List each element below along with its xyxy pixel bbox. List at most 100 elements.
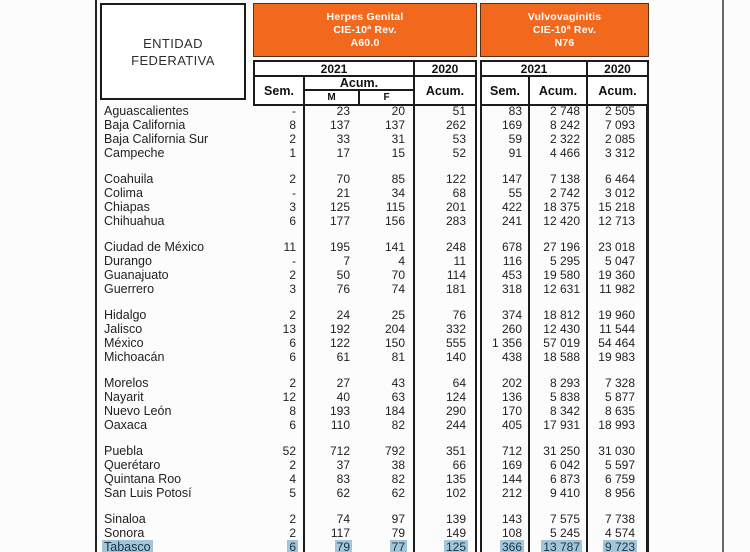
table-row: Nayarit 12 40 63 124 136 5 838 5 877 — [97, 390, 649, 404]
vulvo-acum-cell: 27 196 — [530, 240, 588, 254]
herpes-sem-cell: 6 — [253, 418, 305, 432]
herpes-acum-f-cell: 85 — [358, 172, 415, 186]
vulvo-acum-2020-cell: 8 635 — [588, 404, 649, 418]
herpes-rev: CIE-10ª Rev. — [333, 23, 397, 36]
herpes-acum-f-cell: 77 — [358, 540, 415, 552]
herpes-sem-cell: 5 — [253, 486, 305, 500]
group-divider — [477, 254, 482, 268]
vulvo-acum-2020-cell: 11 982 — [588, 282, 649, 296]
herpes-acum-2020-cell: 248 — [415, 240, 477, 254]
vulvo-year-2020-header: 2020 — [586, 60, 649, 77]
group-divider — [477, 240, 482, 254]
herpes-sem-cell — [253, 500, 305, 512]
group-divider — [477, 118, 482, 132]
herpes-sem-cell: 2 — [253, 376, 305, 390]
state-name-cell: Puebla — [104, 444, 143, 458]
vulvo-acum-cell: 9 410 — [530, 486, 588, 500]
group-divider — [477, 336, 482, 350]
group-divider — [477, 500, 482, 512]
vulvo-acum-cell — [530, 432, 588, 444]
herpes-acum-m-cell: 177 — [329, 214, 350, 228]
herpes-sem-cell: - — [253, 254, 305, 268]
herpes-acum-m-cell — [305, 364, 358, 376]
herpes-sem-cell — [253, 296, 305, 308]
table-row: Sonora 2 117 79 149 108 5 245 4 574 — [97, 526, 649, 540]
group-divider — [477, 308, 482, 322]
vulvo-acum-2020-cell: 2 505 — [588, 104, 649, 118]
table-row: Durango - 7 4 11 116 5 295 5 047 — [97, 254, 649, 268]
vulvo-acum-cell: 5 295 — [530, 254, 588, 268]
vulvo-acum-2020-cell: 54 464 — [588, 336, 649, 350]
state-name-cell — [97, 228, 253, 240]
herpes-acum-2020-cell: 139 — [415, 512, 477, 526]
vulvo-acum-2020-cell — [588, 296, 649, 308]
vulvo-acum-2020-cell — [588, 160, 649, 172]
table-row: Quintana Roo 4 83 82 135 144 6 873 6 759 — [97, 472, 649, 486]
state-name-cell: Guanajuato — [104, 268, 169, 282]
epidemiology-table: ENTIDAD FEDERATIVA Herpes Genital CIE-10… — [97, 3, 649, 552]
herpes-code: A60.0 — [350, 36, 380, 49]
vulvo-sem-cell: 260 — [482, 322, 530, 336]
state-name-cell: Aguascalientes — [104, 104, 189, 118]
herpes-acum-2020-cell: 351 — [415, 444, 477, 458]
vulvo-acum-cell: 5 245 — [530, 526, 588, 540]
herpes-acum-f-cell — [358, 228, 415, 240]
state-name-cell: Morelos — [104, 376, 149, 390]
vulvo-acum-2020-cell: 7 093 — [588, 118, 649, 132]
herpes-sem-cell: 8 — [253, 118, 305, 132]
herpes-acum-2020-cell: 114 — [415, 268, 477, 282]
herpes-acum-2020-cell: 64 — [415, 376, 477, 390]
vulvo-acum-cell: 31 250 — [530, 444, 588, 458]
group-divider — [477, 472, 482, 486]
vulvo-acum-2020-cell: 6 464 — [588, 172, 649, 186]
group-spacer-row — [97, 160, 649, 172]
vulvo-sem-cell: 374 — [482, 308, 530, 322]
vulvo-sem-cell: 144 — [482, 472, 530, 486]
group-divider — [477, 432, 482, 444]
vulvo-sem-cell: 405 — [482, 418, 530, 432]
vulvo-acum-cell: 8 293 — [530, 376, 588, 390]
herpes-sem-cell — [253, 432, 305, 444]
state-name-cell: Ciudad de México — [104, 240, 205, 254]
herpes-acum-2020-cell: 52 — [415, 146, 477, 160]
herpes-sem-cell: 6 — [253, 540, 305, 552]
group-divider — [477, 486, 482, 500]
state-name-cell: Baja California — [104, 118, 186, 132]
herpes-acum-f-cell: 38 — [358, 458, 415, 472]
state-name-cell — [97, 432, 253, 444]
table-row: Querétaro 2 37 38 66 169 6 042 5 597 — [97, 458, 649, 472]
group-spacer-row — [97, 364, 649, 376]
herpes-acum-2020-cell: 51 — [415, 104, 477, 118]
table-row: Sinaloa 2 74 97 139 143 7 575 7 738 — [97, 512, 649, 526]
herpes-acum-f-cell: 150 — [358, 336, 415, 350]
herpes-acum-f-cell — [358, 296, 415, 308]
vulvo-acum-2020-cell — [588, 228, 649, 240]
herpes-acum-f-cell: 184 — [358, 404, 415, 418]
state-name-cell: Chihuahua — [104, 214, 165, 228]
page-right-border — [722, 0, 724, 552]
vulvo-acum-cell: 2 742 — [530, 186, 588, 200]
herpes-acum-f-cell: 15 — [358, 146, 415, 160]
state-name-cell: Quintana Roo — [104, 472, 182, 486]
vulvo-acum-cell: 7 138 — [530, 172, 588, 186]
herpes-acum-2020-cell: 290 — [415, 404, 477, 418]
vulvo-acum-2020-cell: 19 960 — [588, 308, 649, 322]
page-left-border — [95, 0, 97, 552]
vulvo-sem-cell: 202 — [482, 376, 530, 390]
vulvovaginitis-header: Vulvovaginitis CIE-10ª Rev. N76 — [480, 3, 649, 57]
herpes-sem-cell: 13 — [253, 322, 305, 336]
vulvo-acum-cell: 12 631 — [530, 282, 588, 296]
herpes-acum-m-cell: 62 — [336, 486, 350, 500]
herpes-acum-f-cell: 82 — [358, 418, 415, 432]
vulvo-acum-2020-header: Acum. — [586, 75, 649, 106]
vulvo-sem-cell: 116 — [482, 254, 530, 268]
herpes-acum-f-cell: 63 — [358, 390, 415, 404]
vulvo-acum-cell: 18 588 — [530, 350, 588, 364]
vulvo-sem-cell: 453 — [482, 268, 530, 282]
herpes-sem-cell: 1 — [253, 146, 305, 160]
table-row: Tabasco 6 79 77 125 366 13 787 9 723 — [97, 540, 649, 552]
herpes-acum-m-cell: 195 — [329, 240, 350, 254]
herpes-acum-f-cell: 34 — [358, 186, 415, 200]
herpes-sem-cell — [253, 228, 305, 240]
vulvo-acum-cell: 13 787 — [530, 540, 588, 552]
